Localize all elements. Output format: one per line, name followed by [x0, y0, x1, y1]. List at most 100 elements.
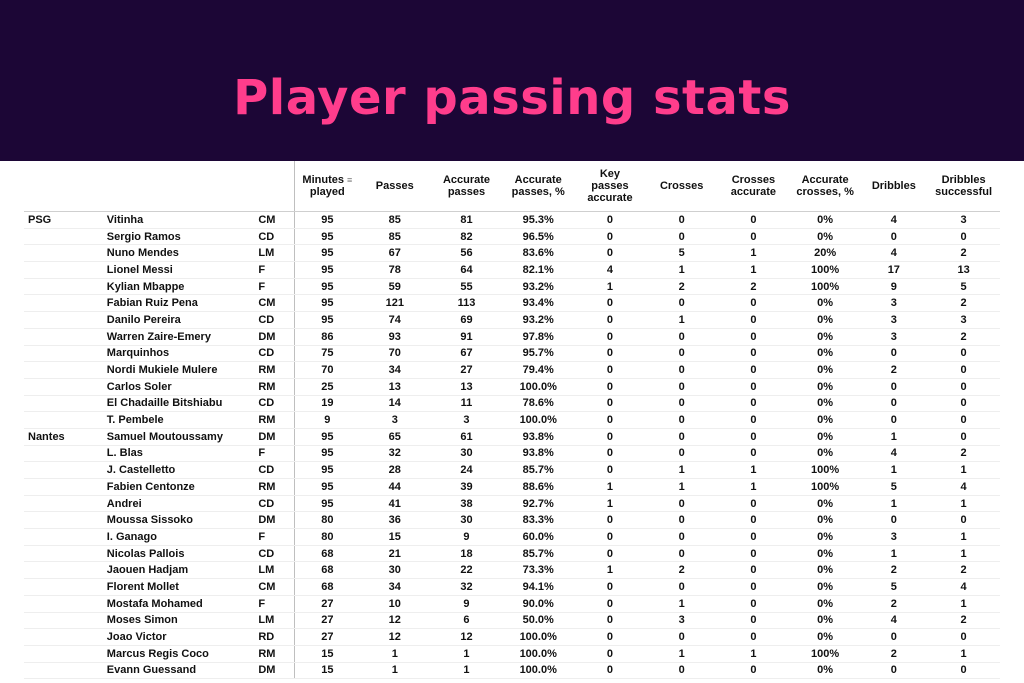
table-row[interactable]: Nicolas Pallois CD 68 21 18 85.7% 0 0 0 0% 1 1	[24, 545, 1000, 563]
minutes-played-cell: 68	[294, 545, 360, 563]
table-row[interactable]: Jaouen Hadjam LM 68 30 22 73.3% 1 2 0 0% 2 2	[24, 561, 1000, 580]
dribbles-cell: 3	[860, 311, 928, 329]
team-cell	[24, 395, 103, 413]
dribbles-successful-cell: 1	[927, 595, 1000, 613]
table-row[interactable]: Andrei CD 95 41 38 92.7% 1 0 0 0% 1 1	[24, 495, 1000, 513]
crosses-header[interactable]: Crosses	[646, 161, 718, 212]
table-row[interactable]: I. Ganago F 80 15 9 60.0% 0 0 0 0% 3 1	[24, 528, 1000, 546]
key-passes-accurate-cell: 0	[573, 511, 647, 530]
key-passes-accurate-cell: 1	[573, 278, 647, 296]
sort-descending-icon[interactable]: ≡	[346, 175, 353, 186]
key-passes-accurate-cell: 0	[573, 628, 647, 646]
team-cell	[24, 645, 103, 663]
player-name-cell: Carlos Soler	[102, 378, 255, 396]
position-cell: DM	[254, 427, 296, 446]
table-row[interactable]: Marquinhos CD 75 70 67 95.7% 0 0 0 0% 0 0	[24, 345, 1000, 363]
key-passes-accurate-cell: 0	[573, 395, 647, 413]
table-row[interactable]: Danilo Pereira CD 95 74 69 93.2% 0 1 0 0% 3 3	[24, 311, 1000, 329]
crosses-cell: 0	[646, 445, 718, 463]
key-passes-accurate-cell: 0	[573, 311, 647, 329]
key-passes-accurate-cell: 0	[573, 427, 647, 446]
accurate-passes-cell: 22	[430, 561, 503, 580]
accurate-crosses-pct-cell: 0%	[789, 511, 861, 530]
player-name-cell: Nicolas Pallois	[102, 545, 255, 563]
player-name-cell: Kylian Mbappe	[102, 278, 255, 296]
player-name-cell: Andrei	[102, 495, 255, 513]
accurate-crosses-pct-cell: 0%	[789, 427, 861, 446]
table-row[interactable]: Carlos Soler RM 25 13 13 100.0% 0 0 0 0% 0 0	[24, 378, 1000, 396]
dribbles-cell: 9	[860, 278, 928, 296]
table-body: PSG Vitinha CM 95 85 81 95.3% 0 0 0 0% 4 3 Sergio Ram…	[24, 211, 1000, 680]
passes-cell: 21	[359, 545, 431, 563]
player-name-cell: Nuno Mendes	[102, 244, 255, 263]
table-row[interactable]: Nordi Mukiele Mulere RM 70 34 27 79.4% 0 0 0 0% 2 0	[24, 361, 1000, 379]
crosses-cell: 0	[646, 528, 718, 546]
accurate-passes-cell: 12	[430, 628, 503, 646]
crosses-accurate-header[interactable]: Crosses accurate	[717, 161, 790, 212]
passes-cell: 13	[359, 378, 431, 396]
table-row[interactable]: El Chadaille Bitshiabu CD 19 14 11 78.6% 0 0 0 0%…	[24, 395, 1000, 413]
table-row[interactable]: L. Blas F 95 32 30 93.8% 0 0 0 0% 4 2	[24, 445, 1000, 463]
crosses-cell: 1	[646, 261, 718, 279]
dribbles-cell: 3	[860, 294, 928, 313]
dribbles-cell: 0	[860, 395, 928, 413]
dribbles-cell: 1	[860, 495, 928, 513]
table-row[interactable]: Fabian Ruiz Pena CM 95 121 113 93.4% 0 0 0 0% 3 2	[24, 294, 1000, 313]
passes-header[interactable]: Passes	[359, 161, 431, 212]
crosses-accurate-cell: 0	[717, 612, 790, 630]
table-row[interactable]: J. Castelletto CD 95 28 24 85.7% 0 1 1 100% 1 1	[24, 461, 1000, 479]
player-name-cell: Danilo Pereira	[102, 311, 255, 329]
position-cell: DM	[254, 328, 296, 346]
crosses-accurate-cell: 0	[717, 328, 790, 346]
table-row[interactable]: Mostafa Mohamed F 27 10 9 90.0% 0 1 0 0% 2 1	[24, 595, 1000, 613]
accurate-passes-pct-header[interactable]: Accurate passes, %	[502, 161, 574, 212]
minutes-played-cell: 19	[294, 395, 360, 413]
table-row[interactable]: T. Pembele RM 9 3 3 100.0% 0 0 0 0% 0 0	[24, 411, 1000, 429]
team-cell: Nantes	[24, 427, 103, 446]
accurate-passes-header[interactable]: Accurate passes	[430, 161, 503, 212]
crosses-accurate-cell: 1	[717, 261, 790, 279]
accurate-crosses-pct-cell: 0%	[789, 545, 861, 563]
accurate-crosses-pct-cell: 0%	[789, 211, 861, 229]
table-row[interactable]: Evann Guessand DM 15 1 1 100.0% 0 0 0 0% 0 0	[24, 662, 1000, 680]
accurate-crosses-pct-cell: 0%	[789, 528, 861, 546]
crosses-accurate-cell: 1	[717, 645, 790, 663]
table-row[interactable]: Fabien Centonze RM 95 44 39 88.6% 1 1 1 100% 5 4	[24, 478, 1000, 496]
table-row[interactable]: PSG Vitinha CM 95 85 81 95.3% 0 0 0 0% 4 3	[24, 211, 1000, 229]
accurate-crosses-pct-cell: 0%	[789, 378, 861, 396]
minutes-played-header[interactable]: Minutes ≡ played	[294, 161, 360, 212]
dribbles-cell: 0	[860, 511, 928, 530]
table-row[interactable]: Sergio Ramos CD 95 85 82 96.5% 0 0 0 0% 0 0	[24, 228, 1000, 246]
crosses-accurate-cell: 0	[717, 378, 790, 396]
accurate-crosses-pct-header[interactable]: Accurate crosses, %	[789, 161, 861, 212]
table-row[interactable]: Nantes Samuel Moutoussamy DM 95 65 61 93.8% 0 0 0…	[24, 427, 1000, 446]
position-cell: RD	[254, 628, 296, 646]
table-row[interactable]: Moses Simon LM 27 12 6 50.0% 0 3 0 0% 4 2	[24, 612, 1000, 630]
accurate-crosses-pct-cell: 0%	[789, 628, 861, 646]
accurate-passes-cell: 27	[430, 361, 503, 379]
crosses-accurate-cell: 0	[717, 511, 790, 530]
dribbles-successful-header[interactable]: Dribbles successful	[927, 161, 1000, 212]
table-row[interactable]: Joao Victor RD 27 12 12 100.0% 0 0 0 0% 0 0	[24, 628, 1000, 646]
table-row[interactable]: Nuno Mendes LM 95 67 56 83.6% 0 5 1 20% 4 2	[24, 244, 1000, 263]
accurate-crosses-pct-cell: 0%	[789, 595, 861, 613]
dribbles-successful-cell: 3	[927, 211, 1000, 229]
table-row[interactable]: Marcus Regis Coco RM 15 1 1 100.0% 0 1 1 100% 2 1	[24, 645, 1000, 663]
table-row[interactable]: Florent Mollet CM 68 34 32 94.1% 0 0 0 0% 5 4	[24, 578, 1000, 596]
dribbles-successful-cell: 0	[927, 411, 1000, 429]
key-passes-header[interactable]: Key passes accurate	[573, 161, 647, 212]
table-row[interactable]: Moussa Sissoko DM 80 36 30 83.3% 0 0 0 0% 0 0	[24, 511, 1000, 530]
accurate-passes-cell: 1	[430, 645, 503, 663]
table-row[interactable]: Kylian Mbappe F 95 59 55 93.2% 1 2 2 100% 9 5	[24, 278, 1000, 296]
dribbles-cell: 0	[860, 378, 928, 396]
crosses-accurate-cell: 0	[717, 311, 790, 329]
table-row[interactable]: Lionel Messi F 95 78 64 82.1% 4 1 1 100% 17 13	[24, 261, 1000, 279]
dribbles-header[interactable]: Dribbles	[860, 161, 928, 212]
table-row[interactable]: Warren Zaire-Emery DM 86 93 91 97.8% 0 0 0 0% 3 2	[24, 328, 1000, 346]
crosses-cell: 0	[646, 662, 718, 680]
key-passes-accurate-cell: 0	[573, 211, 647, 229]
minutes-played-cell: 95	[294, 294, 360, 313]
accurate-passes-cell: 39	[430, 478, 503, 496]
dribbles-cell: 3	[860, 328, 928, 346]
crosses-cell: 0	[646, 378, 718, 396]
